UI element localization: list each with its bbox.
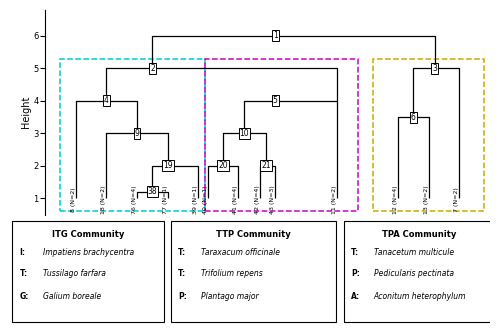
Text: G:: G: — [20, 292, 29, 301]
Text: Pedicularis pectinata: Pedicularis pectinata — [374, 269, 454, 278]
Bar — [60, 59, 204, 211]
Text: 43 (N=3): 43 (N=3) — [270, 185, 275, 214]
Text: 42 (N=4): 42 (N=4) — [255, 185, 260, 214]
Text: 3: 3 — [432, 64, 437, 73]
Text: 77 (N=1): 77 (N=1) — [163, 185, 168, 214]
Text: A:: A: — [351, 292, 360, 301]
Text: 18 (N=2): 18 (N=2) — [102, 186, 106, 214]
Text: T:: T: — [351, 248, 359, 257]
Text: Taraxacum officinale: Taraxacum officinale — [201, 248, 280, 257]
Text: P:: P: — [351, 269, 360, 278]
Text: Trifolium repens: Trifolium repens — [201, 269, 263, 278]
Text: 21: 21 — [261, 161, 270, 170]
Text: Tanacetum multicule: Tanacetum multicule — [374, 248, 454, 257]
Text: Tussilago farfara: Tussilago farfara — [42, 269, 106, 278]
Text: 4: 4 — [104, 96, 109, 105]
Text: Plantago major: Plantago major — [201, 292, 258, 301]
Text: 76 (N=4): 76 (N=4) — [132, 185, 137, 214]
Text: TTP Community: TTP Community — [216, 230, 291, 239]
Text: 20: 20 — [218, 161, 228, 170]
Text: P:: P: — [178, 292, 187, 301]
Text: Aconitum heterophylum: Aconitum heterophylum — [374, 292, 466, 301]
Text: 12 (N=4): 12 (N=4) — [393, 185, 398, 214]
Text: 7 (N=2): 7 (N=2) — [454, 187, 460, 212]
Text: 40 (N=1): 40 (N=1) — [202, 186, 207, 214]
Text: TPA Community: TPA Community — [382, 230, 456, 239]
Text: 10: 10 — [240, 129, 250, 138]
Text: 41 (N=4): 41 (N=4) — [234, 185, 238, 214]
Bar — [171, 221, 336, 322]
Text: 11 (N=2): 11 (N=2) — [332, 186, 336, 214]
Bar — [12, 221, 164, 322]
Text: 8 (N=2): 8 (N=2) — [70, 187, 76, 212]
Text: T:: T: — [20, 269, 28, 278]
Text: 6: 6 — [411, 113, 416, 121]
Bar — [374, 59, 484, 211]
Text: 5: 5 — [272, 96, 278, 105]
Text: I:: I: — [20, 248, 26, 257]
Text: T:: T: — [178, 269, 186, 278]
Text: 2: 2 — [150, 64, 155, 73]
Text: 19: 19 — [163, 161, 172, 170]
Text: Galium boreale: Galium boreale — [42, 292, 101, 301]
Text: T:: T: — [178, 248, 186, 257]
Bar — [344, 221, 495, 322]
Bar — [204, 59, 358, 211]
Text: ITG Community: ITG Community — [52, 230, 124, 239]
Y-axis label: Height: Height — [20, 96, 30, 128]
Text: 13 (N=2): 13 (N=2) — [424, 185, 428, 214]
Text: 38: 38 — [148, 187, 157, 196]
Text: Impatiens brachycentra: Impatiens brachycentra — [42, 248, 134, 257]
Text: 39 (N=1): 39 (N=1) — [194, 185, 198, 214]
Text: 1: 1 — [273, 31, 278, 40]
Text: 9: 9 — [134, 129, 140, 138]
